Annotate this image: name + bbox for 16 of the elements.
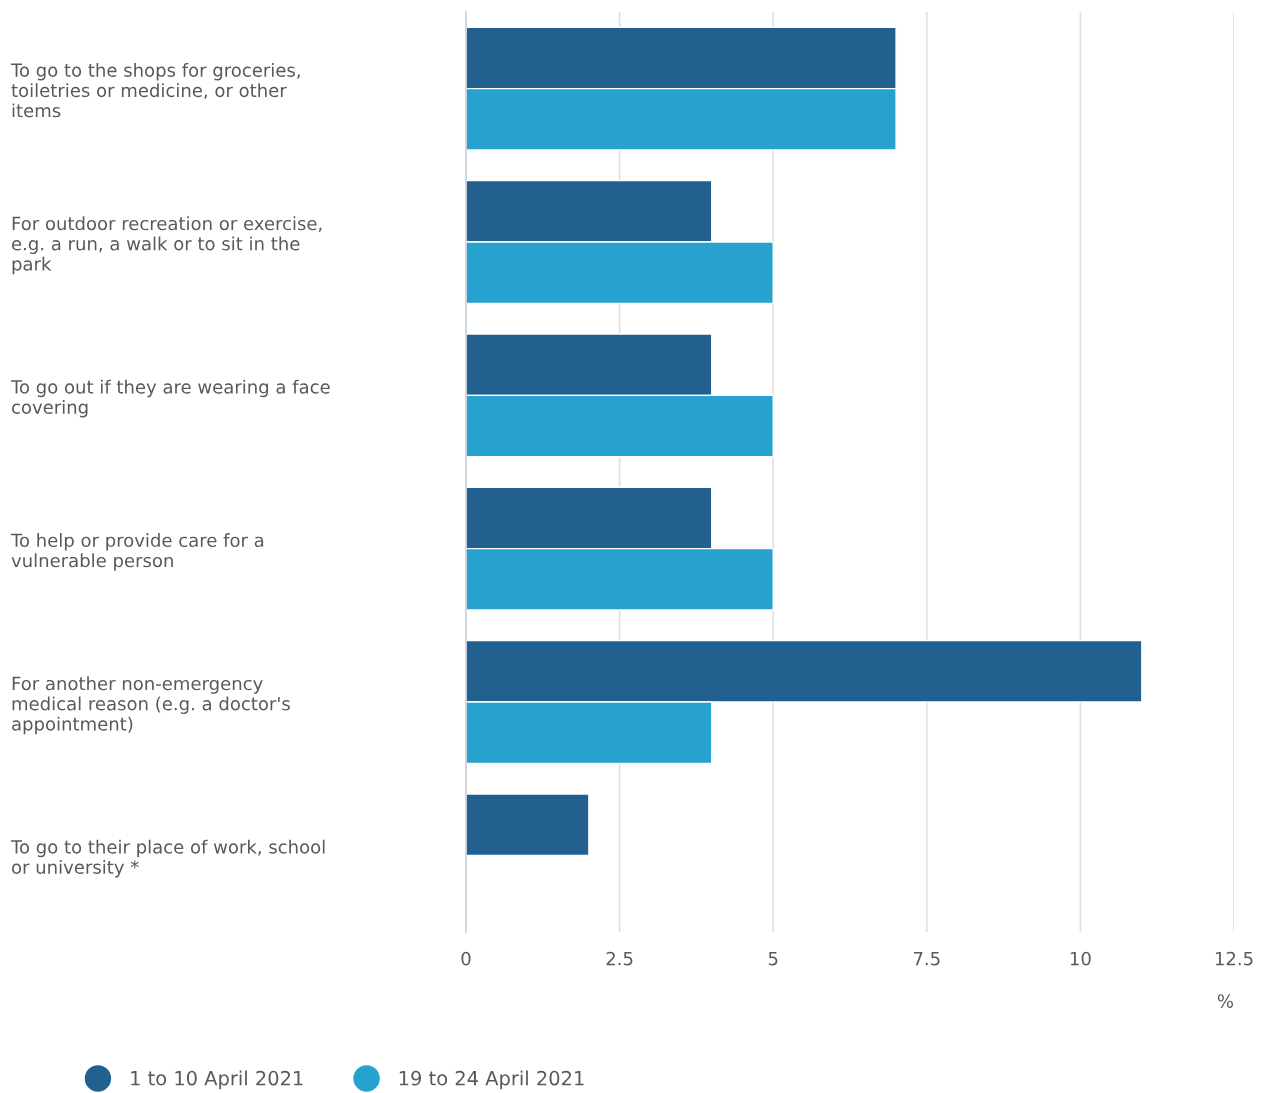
x-tick-label: 0: [461, 951, 471, 966]
x-axis-title: %: [1217, 994, 1233, 1008]
y-tick-label: To go to their place of work, school or university *: [10, 839, 325, 878]
y-tick-label: To go to the shops for groceries, toiletries or medicine, or other items: [10, 62, 300, 118]
y-tick-label: To go out if they are wearing a face covering: [10, 379, 330, 418]
y-tick-label: To help or provide care for a vulnerable person: [10, 533, 264, 571]
x-tick-label: 10: [1070, 951, 1091, 966]
y-tick-label: For another non-emergency medical reason (e.g. a doctor's appointment): [12, 676, 290, 735]
x-tick-label: 2.5: [606, 951, 633, 966]
y-tick-label: For outdoor recreation or exercise, e.g. a run, a walk or to sit in the park: [12, 216, 322, 275]
x-tick-label: 12.5: [1215, 951, 1253, 966]
legend-label: 19 to 24 April 2021: [399, 1070, 584, 1090]
legend-label: 1 to 10 April 2021: [131, 1070, 303, 1090]
bar: [466, 793, 590, 857]
x-tick-label: 5: [768, 952, 778, 966]
x-tick-label: 7.5: [913, 952, 940, 966]
